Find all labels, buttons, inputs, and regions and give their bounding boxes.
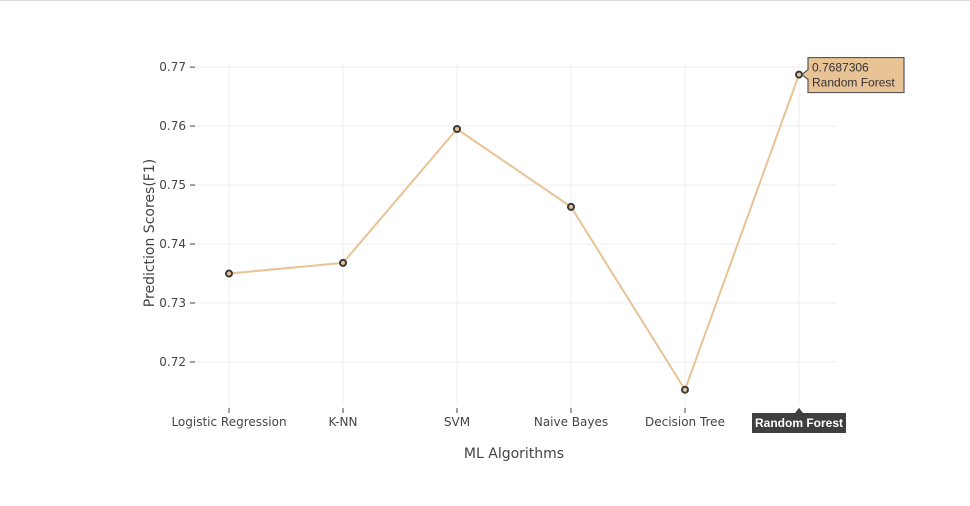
y-axis-title: Prediction Scores(F1) — [142, 159, 158, 307]
hover-value-label: 0.7687306 — [812, 61, 869, 75]
y-tick-label: 0.74 — [159, 237, 186, 251]
hover-box — [801, 56, 905, 94]
y-tick-label: 0.77 — [159, 60, 186, 74]
y-tick-label: 0.73 — [159, 296, 186, 310]
x-tick-label: K-NN — [329, 415, 358, 429]
x-hover-box — [752, 413, 846, 433]
x-tick-label: SVM — [444, 415, 470, 429]
x-tick-label: Random Forest — [755, 416, 843, 430]
x-tick-label: Naive Bayes — [534, 415, 608, 429]
x-axis-ticks: Logistic Regression K-NN SVM Naive Bayes Dec… — [171, 408, 846, 433]
data-point-marker[interactable] — [225, 269, 233, 278]
x-tick-label: Decision Tree — [645, 415, 725, 429]
x-axis-title: ML Algorithms — [464, 446, 564, 462]
series-line-path — [228, 74, 800, 392]
data-point-marker[interactable] — [453, 125, 461, 134]
data-point-marker[interactable] — [567, 202, 575, 211]
x-tick-label: Logistic Regression — [171, 415, 286, 429]
series-line — [228, 74, 800, 392]
y-axis-ticks: 0.72 0.73 0.74 0.75 0.76 0.77 — [159, 60, 195, 369]
series-markers[interactable] — [225, 70, 803, 394]
x-hover-caret — [795, 408, 803, 413]
hover-name-label: Random Forest — [812, 76, 895, 90]
y-tick-label: 0.75 — [159, 178, 186, 192]
data-point-marker[interactable] — [339, 258, 347, 267]
gridlines — [186, 64, 836, 406]
y-tick-label: 0.72 — [159, 355, 186, 369]
data-point-marker[interactable] — [681, 385, 689, 394]
top-divider — [0, 0, 970, 1]
y-tick-label: 0.76 — [159, 119, 186, 133]
